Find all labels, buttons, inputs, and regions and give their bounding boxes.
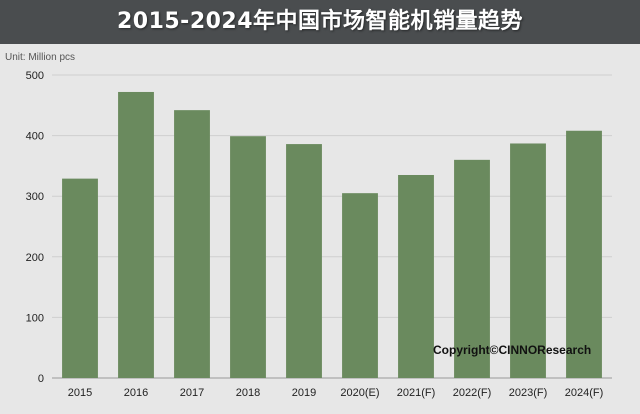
bar-2023(F) bbox=[510, 143, 546, 378]
x-tick-label-2023(F): 2023(F) bbox=[509, 387, 548, 399]
y-tick-label-400: 400 bbox=[26, 131, 44, 143]
x-tick-label-2021(F): 2021(F) bbox=[397, 387, 436, 399]
x-tick-label-2020(E): 2020(E) bbox=[340, 387, 379, 399]
x-tick-label-2024(F): 2024(F) bbox=[565, 387, 604, 399]
bar-2016 bbox=[118, 91, 154, 378]
bar-2022(F) bbox=[454, 159, 490, 378]
x-tick-label-2022(F): 2022(F) bbox=[453, 387, 492, 399]
x-tick-label-2016: 2016 bbox=[124, 387, 148, 399]
unit-label: Unit: Million pcs bbox=[5, 52, 76, 63]
bar-2015 bbox=[62, 178, 98, 378]
y-tick-label-500: 500 bbox=[26, 70, 44, 82]
x-tick-label-2015: 2015 bbox=[68, 387, 92, 399]
bar-2018 bbox=[230, 136, 266, 378]
y-tick-label-200: 200 bbox=[26, 252, 44, 264]
bar-2017 bbox=[174, 110, 210, 378]
x-tick-label-2019: 2019 bbox=[292, 387, 316, 399]
y-tick-label-300: 300 bbox=[26, 191, 44, 203]
bar-2024(F) bbox=[566, 130, 602, 378]
x-tick-label-2018: 2018 bbox=[236, 387, 260, 399]
bar-2019 bbox=[286, 144, 322, 378]
title-banner bbox=[0, 0, 640, 44]
copyright-note: Copyright©CINNOResearch bbox=[433, 343, 592, 357]
y-tick-label-0: 0 bbox=[38, 373, 44, 385]
bar-2020(E) bbox=[342, 193, 378, 378]
bar-2021(F) bbox=[398, 174, 434, 378]
y-tick-label-100: 100 bbox=[26, 312, 44, 324]
x-tick-label-2017: 2017 bbox=[180, 387, 204, 399]
chart-title: 2015-2024年中国市场智能机销量趋势 bbox=[116, 9, 524, 34]
